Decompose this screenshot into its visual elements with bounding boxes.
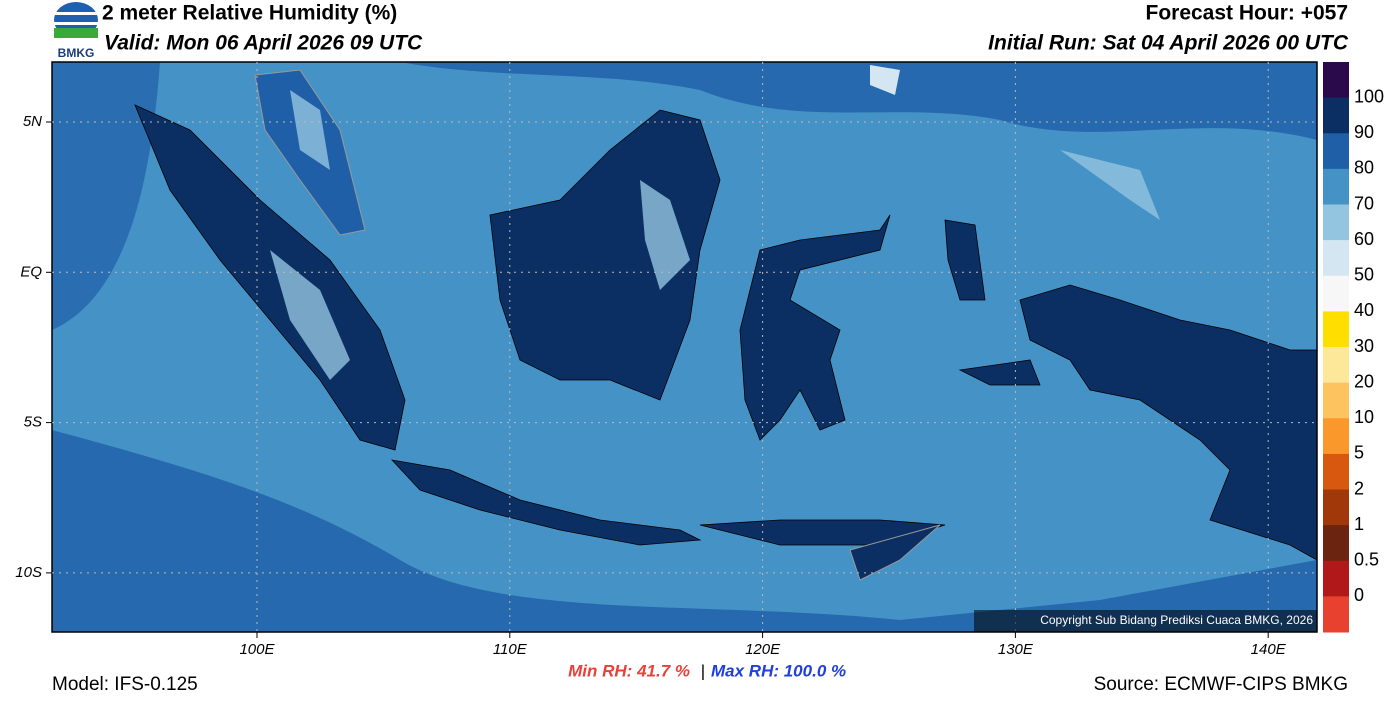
colorbar-label: 1 (1354, 514, 1364, 534)
colorbar-segment (1323, 489, 1349, 526)
colorbar-label: 0.5 (1354, 550, 1379, 570)
colorbar-label: 100 (1354, 86, 1384, 106)
colorbar-label: 40 (1354, 300, 1374, 320)
colorbar-segment (1323, 133, 1349, 170)
valid-time: Valid: Mon 06 April 2026 09 UTC (104, 32, 423, 55)
max-rh: Max RH: 100.0 % (711, 661, 846, 680)
colorbar: 100 90 80 70 60 50 40 30 20 10 5 2 1 0.5 0 (1323, 62, 1384, 633)
source: Source: ECMWF-CIPS BMKG (1094, 674, 1348, 695)
initial-run: Initial Run: Sat 04 April 2026 00 UTC (988, 32, 1349, 55)
colorbar-label: 90 (1354, 122, 1374, 142)
lat-label: 10S (15, 564, 42, 581)
colorbar-label: 30 (1354, 336, 1374, 356)
colorbar-segment (1323, 382, 1349, 419)
colorbar-segment (1323, 418, 1349, 455)
colorbar-label: 2 (1354, 478, 1364, 498)
colorbar-label: 20 (1354, 371, 1374, 391)
model: Model: IFS-0.125 (52, 674, 198, 695)
colorbar-segment (1323, 275, 1349, 312)
lat-label: EQ (20, 263, 42, 280)
min-rh: Min RH: 41.7 % (568, 661, 690, 680)
title: 2 meter Relative Humidity (%) (102, 2, 397, 25)
colorbar-segment (1323, 97, 1349, 134)
colorbar-segment (1323, 347, 1349, 384)
lon-label: 130E (998, 641, 1034, 658)
lon-label: 110E (493, 641, 528, 658)
colorbar-segment (1323, 311, 1349, 348)
colorbar-segment (1323, 525, 1349, 562)
colorbar-label: 10 (1354, 407, 1374, 427)
logo: BMKG (54, 2, 98, 60)
lon-label: 120E (745, 641, 781, 658)
colorbar-segment (1323, 240, 1349, 277)
lon-label: 140E (1251, 641, 1287, 658)
colorbar-label: 0 (1354, 585, 1364, 605)
copyright: Copyright Sub Bidang Prediksi Cuaca BMKG… (1040, 613, 1313, 627)
colorbar-segment (1323, 62, 1349, 99)
colorbar-segment (1323, 204, 1349, 241)
forecast-hour: Forecast Hour: +057 (1146, 2, 1349, 25)
colorbar-segment (1323, 560, 1349, 597)
map: 5N EQ 5S 10S 100E 110E 120E 130E 140E Copyright… (15, 61, 1318, 658)
colorbar-label: 50 (1354, 265, 1374, 285)
lon-label: 100E (239, 641, 275, 658)
separator: | (701, 661, 705, 680)
colorbar-label: 60 (1354, 229, 1374, 249)
colorbar-segment (1323, 596, 1349, 633)
colorbar-label: 80 (1354, 158, 1374, 178)
logo-text: BMKG (58, 46, 95, 60)
lat-label: 5S (24, 414, 42, 431)
colorbar-segment (1323, 168, 1349, 205)
lat-label: 5N (23, 113, 42, 130)
colorbar-label: 5 (1354, 443, 1364, 463)
colorbar-segment (1323, 453, 1349, 490)
colorbar-label: 70 (1354, 193, 1374, 213)
